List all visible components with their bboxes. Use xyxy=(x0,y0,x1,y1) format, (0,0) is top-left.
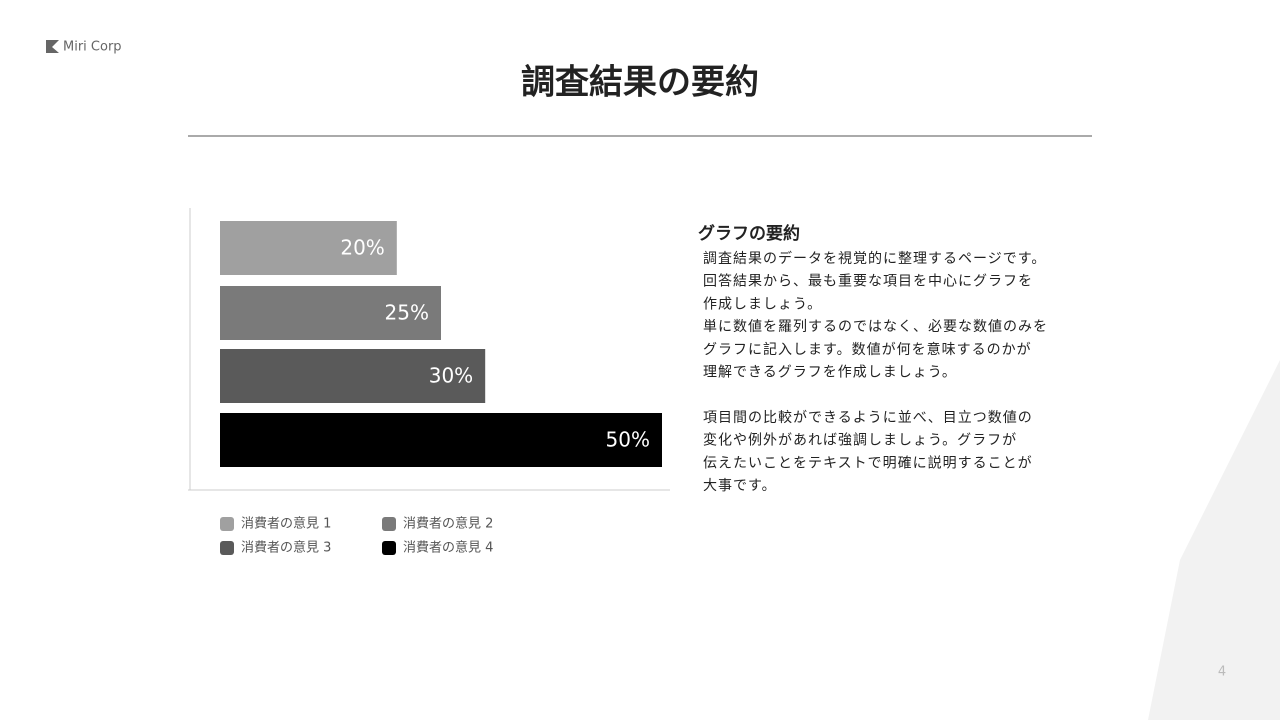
legend-label: 消費者の意見 4 xyxy=(403,540,493,556)
summary-line: 理解できるグラフを作成しましょう。 xyxy=(703,365,957,381)
summary-line: 単に数値を羅列するのではなく、必要な数値のみを xyxy=(703,319,1048,335)
summary-line: 回答結果から、最も重要な項目を中心にグラフを xyxy=(703,273,1033,290)
title: 調査結果の要約 xyxy=(521,63,759,103)
logo: Miri Corp xyxy=(63,40,122,55)
bar xyxy=(220,413,662,467)
summary-line: 作成しましょう。 xyxy=(703,296,822,312)
value-label: 20% xyxy=(340,236,384,260)
summary-line: 項目間の比較ができるように並べ、目立つ数値の xyxy=(703,410,1033,426)
legend-swatch xyxy=(382,541,396,555)
background-shape xyxy=(1148,360,1280,720)
logo-icon xyxy=(46,40,59,53)
legend-label: 消費者の意見 2 xyxy=(403,516,493,532)
legend-label: 消費者の意見 3 xyxy=(241,540,331,556)
bar xyxy=(220,286,441,340)
legend-swatch xyxy=(220,517,234,531)
value-label: 50% xyxy=(606,428,650,452)
summary-heading: グラフの要約 xyxy=(698,223,800,244)
legend-label: 消費者の意見 1 xyxy=(241,516,331,532)
summary-line: 大事です。 xyxy=(703,478,777,494)
legend-swatch xyxy=(382,517,396,531)
page-number: 4 xyxy=(1218,665,1226,680)
summary-line: 調査結果のデータを視覚的に整理するページです。 xyxy=(703,250,1046,267)
summary-line: 伝えたいことをテキストで明確に説明することが xyxy=(703,455,1033,471)
summary-line: 変化や例外があれば強調しましょう。グラフが xyxy=(703,432,1017,449)
legend-swatch xyxy=(220,541,234,555)
value-label: 25% xyxy=(385,301,429,325)
summary-line: グラフに記入します。数値が何を意味するのかが xyxy=(703,341,1032,358)
bar xyxy=(220,221,397,275)
value-label: 30% xyxy=(429,364,473,388)
bar xyxy=(220,349,486,403)
